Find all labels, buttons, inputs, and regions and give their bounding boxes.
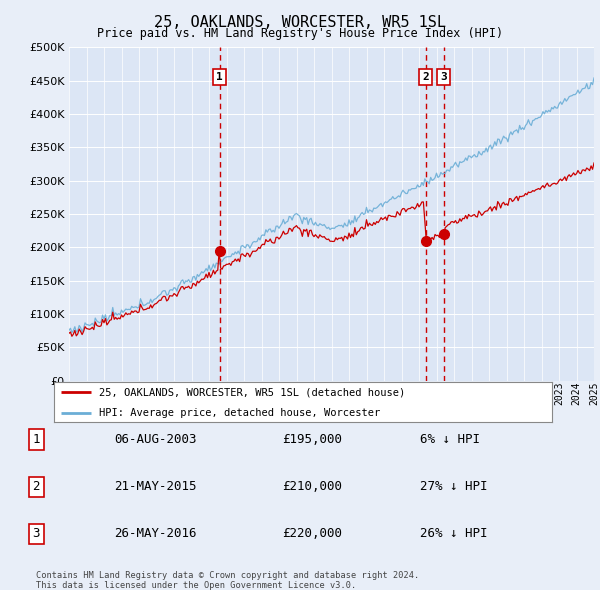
Text: £210,000: £210,000: [282, 480, 342, 493]
Text: 25, OAKLANDS, WORCESTER, WR5 1SL: 25, OAKLANDS, WORCESTER, WR5 1SL: [154, 15, 446, 30]
Text: 3: 3: [440, 72, 447, 82]
Text: £195,000: £195,000: [282, 433, 342, 446]
Text: 26% ↓ HPI: 26% ↓ HPI: [420, 527, 487, 540]
Text: 21-MAY-2015: 21-MAY-2015: [114, 480, 197, 493]
Text: 26-MAY-2016: 26-MAY-2016: [114, 527, 197, 540]
Text: 1: 1: [32, 433, 40, 446]
Text: 06-AUG-2003: 06-AUG-2003: [114, 433, 197, 446]
Text: Price paid vs. HM Land Registry's House Price Index (HPI): Price paid vs. HM Land Registry's House …: [97, 27, 503, 40]
Text: 6% ↓ HPI: 6% ↓ HPI: [420, 433, 480, 446]
Text: 2: 2: [32, 480, 40, 493]
Text: HPI: Average price, detached house, Worcester: HPI: Average price, detached house, Worc…: [99, 408, 380, 418]
Text: 2: 2: [422, 72, 429, 82]
Text: 27% ↓ HPI: 27% ↓ HPI: [420, 480, 487, 493]
Text: 3: 3: [32, 527, 40, 540]
Text: 1: 1: [216, 72, 223, 82]
Text: Contains HM Land Registry data © Crown copyright and database right 2024.
This d: Contains HM Land Registry data © Crown c…: [36, 571, 419, 590]
Text: 25, OAKLANDS, WORCESTER, WR5 1SL (detached house): 25, OAKLANDS, WORCESTER, WR5 1SL (detach…: [99, 387, 405, 397]
Text: £220,000: £220,000: [282, 527, 342, 540]
